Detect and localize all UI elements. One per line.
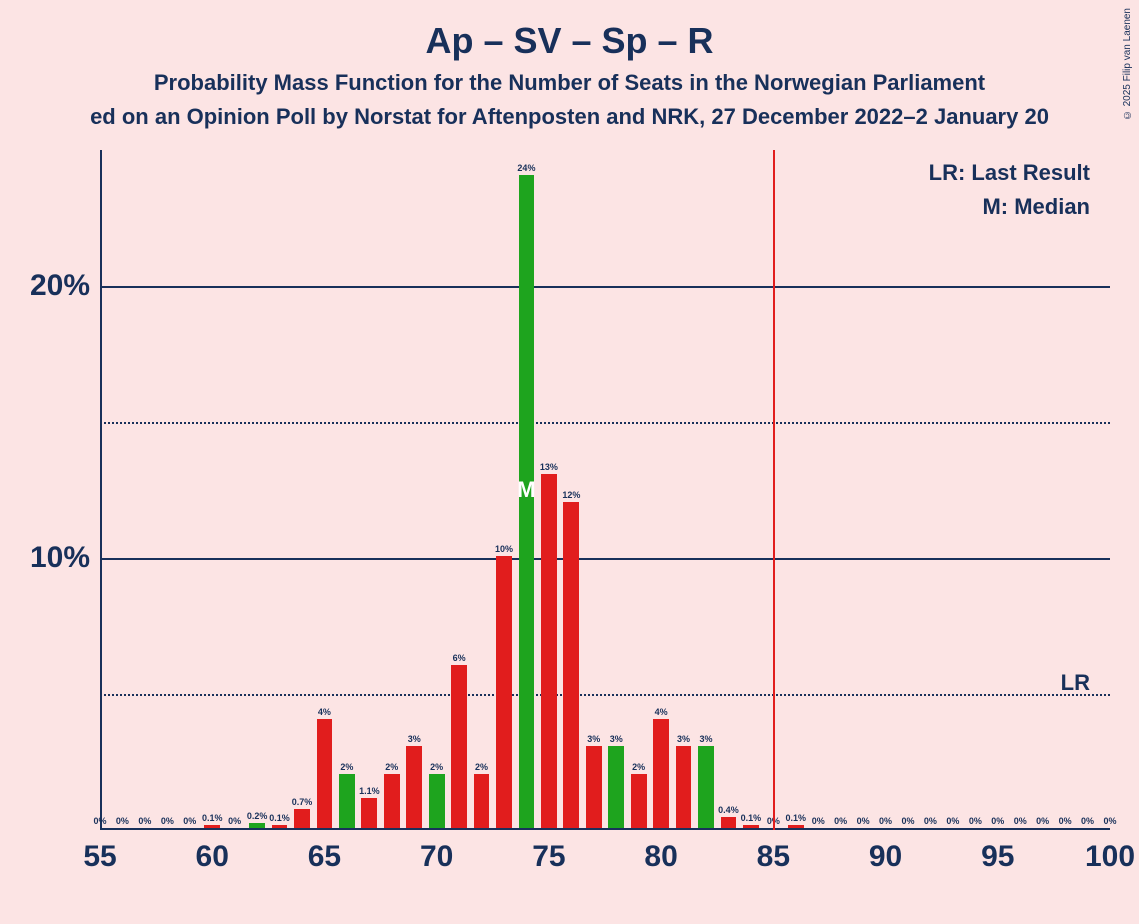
x-tick-label: 80 [644, 840, 677, 874]
x-tick-label: 60 [196, 840, 229, 874]
bar-value-label: 2% [340, 762, 353, 772]
bar-value-label: 2% [632, 762, 645, 772]
bar-value-label: 1.1% [359, 786, 380, 796]
bar [272, 825, 288, 828]
bar-value-label: 3% [677, 734, 690, 744]
bar [788, 825, 804, 828]
chart-subtitle: Probability Mass Function for the Number… [0, 70, 1139, 96]
chart-title: Ap – SV – Sp – R [0, 20, 1139, 62]
bar-value-label: 3% [699, 734, 712, 744]
gridline [100, 694, 1110, 696]
bar-value-label: 2% [430, 762, 443, 772]
legend-m: M: Median [982, 194, 1090, 220]
bar-value-label: 0% [991, 816, 1004, 826]
y-tick-label: 10% [30, 541, 90, 575]
bar-value-label: 0.7% [292, 797, 313, 807]
bar [631, 774, 647, 828]
bar-value-label: 0% [1081, 816, 1094, 826]
bar [249, 823, 265, 828]
bar [474, 774, 490, 828]
x-tick-label: 55 [83, 840, 116, 874]
bar-value-label: 0% [812, 816, 825, 826]
bar [361, 798, 377, 828]
bar-value-label: 0% [161, 816, 174, 826]
last-result-line [773, 150, 775, 830]
y-axis [100, 150, 102, 830]
bar [406, 746, 422, 828]
bar [496, 556, 512, 828]
copyright-text: © 2025 Filip van Laenen [1122, 8, 1133, 120]
x-tick-label: 85 [757, 840, 790, 874]
bar [204, 825, 220, 828]
bar [429, 774, 445, 828]
bar-value-label: 0.2% [247, 811, 268, 821]
bar [721, 817, 737, 828]
bar-value-label: 2% [475, 762, 488, 772]
bar [541, 474, 557, 828]
chart-source-line: ed on an Opinion Poll by Norstat for Aft… [0, 104, 1139, 130]
bar [294, 809, 310, 828]
bar [676, 746, 692, 828]
bar [339, 774, 355, 828]
x-tick-label: 70 [420, 840, 453, 874]
bar [451, 665, 467, 828]
x-tick-label: 100 [1085, 840, 1135, 874]
plot-area: LR: Last Result M: Median 55606570758085… [100, 150, 1110, 830]
x-tick-label: 65 [308, 840, 341, 874]
bar-value-label: 0.1% [269, 813, 290, 823]
bar [698, 746, 714, 828]
x-tick-label: 90 [869, 840, 902, 874]
bar-value-label: 0.1% [202, 813, 223, 823]
bar-value-label: 24% [517, 163, 535, 173]
bar-value-label: 3% [408, 734, 421, 744]
bar-value-label: 0% [1059, 816, 1072, 826]
legend-lr: LR: Last Result [929, 160, 1090, 186]
median-marker: M [517, 477, 535, 503]
bar-value-label: 12% [562, 490, 580, 500]
bar-value-label: 0% [857, 816, 870, 826]
bar-value-label: 0% [116, 816, 129, 826]
bar-value-label: 0% [228, 816, 241, 826]
gridline [100, 422, 1110, 424]
bar-value-label: 0% [183, 816, 196, 826]
bar-value-label: 3% [587, 734, 600, 744]
bar-value-label: 0% [946, 816, 959, 826]
bar-value-label: 0% [1036, 816, 1049, 826]
bar-value-label: 4% [655, 707, 668, 717]
bar [317, 719, 333, 828]
bar-value-label: 0% [924, 816, 937, 826]
bar-value-label: 13% [540, 462, 558, 472]
bar [384, 774, 400, 828]
bar [608, 746, 624, 828]
bar-value-label: 0% [901, 816, 914, 826]
bar-value-label: 6% [453, 653, 466, 663]
y-tick-label: 20% [30, 269, 90, 303]
bar [743, 825, 759, 828]
bar-value-label: 0% [138, 816, 151, 826]
bar-value-label: 0% [1014, 816, 1027, 826]
bar [586, 746, 602, 828]
bar-value-label: 0% [1103, 816, 1116, 826]
bar-value-label: 3% [610, 734, 623, 744]
bar-value-label: 4% [318, 707, 331, 717]
x-axis [100, 828, 1110, 830]
x-tick-label: 95 [981, 840, 1014, 874]
bar-value-label: 0% [834, 816, 847, 826]
bar-value-label: 2% [385, 762, 398, 772]
bar-value-label: 0.4% [718, 805, 739, 815]
lr-short-label: LR [1061, 670, 1090, 696]
bar-value-label: 0% [969, 816, 982, 826]
x-tick-label: 75 [532, 840, 565, 874]
bar [653, 719, 669, 828]
gridline [100, 286, 1110, 288]
bar [563, 502, 579, 828]
bar-value-label: 0.1% [741, 813, 762, 823]
chart-root: Ap – SV – Sp – R Probability Mass Functi… [0, 0, 1139, 924]
bar-value-label: 0% [93, 816, 106, 826]
bar-value-label: 10% [495, 544, 513, 554]
bar-value-label: 0% [879, 816, 892, 826]
bar-value-label: 0.1% [786, 813, 807, 823]
gridline [100, 558, 1110, 560]
